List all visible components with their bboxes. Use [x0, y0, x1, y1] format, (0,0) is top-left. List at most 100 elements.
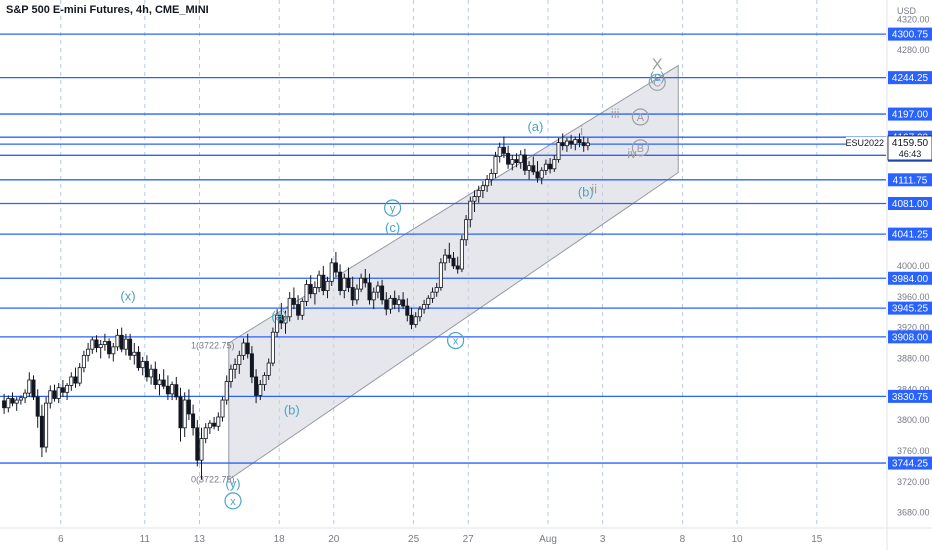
candle-body: [149, 368, 154, 378]
candle-body: [39, 415, 44, 448]
candle-body: [417, 308, 422, 318]
candle: [102, 333, 107, 351]
level-tag-bg: [888, 196, 932, 210]
candle-body: [384, 299, 389, 310]
level-tag-bg: [888, 456, 932, 470]
candle-body: [564, 140, 569, 147]
candle-body: [157, 379, 162, 386]
candle: [346, 267, 351, 293]
candle-body: [27, 379, 32, 394]
wave-label: (c): [385, 220, 400, 235]
price-tick-label: 3880.00: [897, 353, 930, 363]
candle: [350, 276, 355, 307]
wave-label: (a): [527, 119, 543, 134]
price-tick-label: 3920.00: [897, 323, 930, 333]
candle-body: [493, 156, 498, 174]
candle: [27, 372, 32, 397]
candle: [527, 161, 532, 180]
candle-body: [472, 196, 477, 202]
candle-body: [258, 384, 263, 396]
time-tick-label: 18: [274, 534, 286, 545]
candle-body: [375, 285, 380, 293]
candle-body: [44, 402, 49, 448]
candle-body: [10, 398, 15, 404]
candle: [317, 270, 322, 293]
candle: [144, 355, 149, 382]
time-tick-label: Aug: [539, 534, 557, 545]
candle: [514, 153, 519, 168]
candle: [23, 389, 28, 404]
wave-label: X: [652, 56, 663, 73]
candle: [447, 242, 452, 263]
candle: [241, 338, 246, 360]
level-tag-text: 4197.00: [892, 110, 929, 121]
candle: [455, 256, 460, 274]
candle-body: [413, 316, 418, 325]
price-tick-label: 3720.00: [897, 477, 930, 487]
candle: [258, 380, 263, 401]
candle-body: [279, 314, 284, 324]
candle: [489, 168, 494, 186]
candle: [287, 292, 292, 322]
candle: [65, 383, 70, 401]
level-tag-bg: [888, 301, 932, 315]
candle: [2, 393, 7, 414]
candle: [52, 384, 57, 402]
price-tick-label: 3680.00: [897, 508, 930, 518]
candle: [380, 279, 385, 305]
candle: [430, 287, 435, 303]
candle: [556, 137, 561, 163]
candle: [216, 412, 221, 431]
level-price-tag: 3984.00: [888, 271, 932, 285]
level-tag-text: 3744.25: [892, 459, 929, 470]
candle-body: [111, 346, 116, 355]
price-tick-label: 3840.00: [897, 384, 930, 394]
candle: [371, 287, 376, 310]
level-price-tag: 3908.00: [888, 330, 932, 344]
candle-body: [350, 287, 355, 301]
candle: [426, 295, 431, 310]
wave-label: x: [230, 496, 236, 508]
candle-body: [409, 314, 414, 325]
price-tick-label: 4000.00: [897, 261, 930, 271]
level-price-tag: 4300.75: [888, 27, 932, 41]
candle-body: [304, 284, 309, 302]
candle: [573, 136, 578, 151]
candle-body: [438, 262, 443, 288]
candle-body: [451, 257, 456, 267]
candle-body: [107, 341, 112, 355]
candle-body: [329, 262, 334, 282]
candle: [342, 273, 347, 299]
time-axis: [0, 528, 932, 550]
wave-label: (c): [650, 69, 665, 84]
candle-body: [191, 413, 196, 429]
level-price-tag: 4244.25: [888, 71, 932, 85]
candle: [422, 299, 427, 314]
candle: [191, 404, 196, 436]
candle-body: [23, 392, 28, 399]
wave-label: A: [637, 112, 645, 124]
candle: [388, 295, 393, 314]
candle-body: [115, 334, 120, 348]
candle-body: [182, 399, 187, 429]
candle-body: [380, 285, 385, 301]
candle-body: [354, 288, 359, 301]
wave-label: iii: [611, 106, 620, 121]
candle: [464, 215, 469, 246]
level-tag-text: 4300.75: [892, 30, 929, 41]
candle-body: [287, 297, 292, 318]
candle-body: [174, 384, 179, 398]
candle: [161, 369, 166, 390]
candle-body: [18, 397, 23, 401]
candle-body: [283, 316, 288, 324]
candle: [245, 333, 250, 359]
candle-body: [485, 179, 490, 187]
candle-body: [556, 142, 561, 160]
candle-body: [560, 142, 565, 147]
candle-body: [585, 142, 590, 147]
wave-label: (y): [225, 476, 240, 491]
candle-body: [35, 396, 40, 417]
